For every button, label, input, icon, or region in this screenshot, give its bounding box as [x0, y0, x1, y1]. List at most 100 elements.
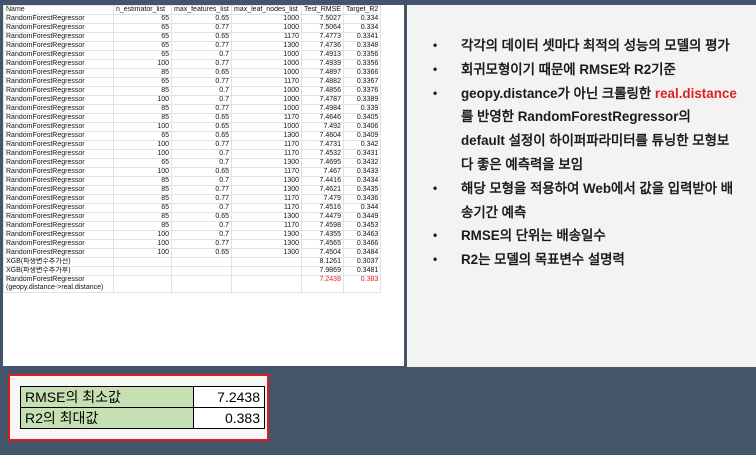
note-text: 회귀모형이기 때문에 RMSE와 R2기준 — [461, 61, 676, 77]
table-cell: 85 — [113, 176, 172, 186]
table-cell — [231, 257, 302, 267]
table-cell: RandomForestRegressor — [3, 14, 114, 24]
table-cell: RandomForestRegressor — [3, 122, 114, 132]
table-cell: 100 — [113, 239, 172, 249]
table-cell: 0.3409 — [342, 131, 382, 141]
table-cell: 0.7 — [171, 158, 232, 168]
table-cell: RandomForestRegressor — [3, 68, 114, 78]
table-row: RandomForestRegressor 85 0.65 1000 7.4897 0.3… — [3, 68, 382, 78]
table-cell: 7.4355 — [301, 230, 344, 240]
table-cell: RandomForestRegressor — [3, 140, 114, 150]
table-row: RandomForestRegressor 100 0.77 1170 7.4731 0.… — [3, 140, 382, 150]
note-text: R2는 모델의 목표변수 설명력 — [461, 252, 625, 268]
table-cell: 65 — [113, 158, 172, 168]
table-cell: 0.77 — [171, 41, 232, 51]
table-cell: 7.4565 — [301, 239, 344, 249]
table-cell: 0.3037 — [342, 257, 382, 267]
note-text: 를 반영한 RandomForestRegressor의 default 설정이… — [461, 109, 730, 172]
table-cell: RandomForestRegressor — [3, 230, 114, 240]
table-cell: RandomForestRegressor — [3, 239, 114, 249]
table-cell: 0.77 — [171, 239, 232, 249]
table-cell: 0.3406 — [342, 122, 382, 132]
table-cell: 0.7 — [171, 50, 232, 60]
table-cell: RandomForestRegressor — [3, 77, 114, 87]
table-cell: 65 — [113, 14, 172, 24]
table-row: RandomForestRegressor 85 0.65 1300 7.4479 0.3… — [3, 212, 382, 222]
table-cell — [113, 257, 172, 267]
table-cell: RandomForestRegressor — [3, 41, 114, 51]
header-n-estimator: n_estimator_list — [113, 5, 172, 15]
table-row: RandomForestRegressor 100 0.65 1300 7.4504 0.… — [3, 248, 382, 258]
table-cell: RandomForestRegressor — [3, 23, 114, 33]
table-cell: 0.3449 — [342, 212, 382, 222]
note-item: • 해당 모형을 적용하여 Web에서 값을 입력받아 배송기간 예측 — [433, 177, 738, 225]
table-cell: RandomForestRegressor — [3, 194, 114, 204]
table-row: RandomForestRegressor 85 0.77 1170 7.479 0.34… — [3, 194, 382, 204]
table-cell: 7.4897 — [301, 68, 344, 78]
header-test-rmse: Test_RMSE — [301, 5, 344, 15]
results-spreadsheet: Name n_estimator_list max_features_list … — [3, 5, 404, 366]
table-cell — [231, 275, 302, 293]
table-cell: 65 — [113, 203, 172, 213]
table-row: RandomForestRegressor 85 0.7 1170 7.4598 0.34… — [3, 221, 382, 231]
table-row: RandomForestRegressor 65 0.7 1170 7.4516 0.34… — [3, 203, 382, 213]
table-cell: 7.4604 — [301, 131, 344, 141]
table-cell: 0.3348 — [342, 41, 382, 51]
results-table: Name n_estimator_list max_features_list … — [3, 5, 382, 293]
table-cell: 0.7 — [171, 95, 232, 105]
table-cell: 7.4939 — [301, 59, 344, 69]
table-cell: 8.1261 — [301, 257, 344, 267]
table-cell: RandomForestRegressor — [3, 104, 114, 114]
bullet-icon: • — [433, 85, 438, 100]
table-cell: 0.65 — [171, 14, 232, 24]
table-cell: 0.3366 — [342, 68, 382, 78]
table-cell: 100 — [113, 149, 172, 159]
table-cell: RandomForestRegressor — [3, 59, 114, 69]
table-cell: 1170 — [231, 77, 302, 87]
header-max-leaf-nodes: max_leaf_nodes_list — [231, 5, 302, 15]
note-item: • RMSE의 단위는 배송일수 — [433, 224, 738, 248]
table-cell: 7.4532 — [301, 149, 344, 159]
table-cell: 1000 — [231, 122, 302, 132]
bullet-icon: • — [433, 38, 438, 52]
table-cell: 1300 — [231, 185, 302, 195]
table-cell — [171, 257, 232, 267]
table-row: RandomForestRegressor 85 0.77 1300 7.4621 0.3… — [3, 185, 382, 195]
table-cell: 0.334 — [342, 23, 382, 33]
table-cell: 0.77 — [171, 104, 232, 114]
table-row: RandomForestRegressor 65 0.77 1000 7.5064 0.3… — [3, 23, 382, 33]
table-cell: 1000 — [231, 68, 302, 78]
table-row: XGB(파생변수추가전) 8.1261 0.3037 — [3, 257, 382, 267]
table-row: RandomForestRegressor 100 0.65 1000 7.492 0.3… — [3, 122, 382, 132]
table-cell: 85 — [113, 104, 172, 114]
table-cell: 7.4882 — [301, 77, 344, 87]
table-cell: 7.4621 — [301, 185, 344, 195]
table-cell: XGB(파생변수추가전) — [3, 257, 114, 267]
notes-list: • 각각의 데이터 셋마다 최적의 성능의 모델의 평가 • 회귀모형이기 때문에 … — [407, 5, 756, 272]
table-cell: 0.77 — [171, 59, 232, 69]
table-cell: 0.3484 — [342, 248, 382, 258]
table-cell: 0.3436 — [342, 194, 382, 204]
table-cell: 1300 — [231, 239, 302, 249]
table-cell: 0.7 — [171, 230, 232, 240]
table-cell — [231, 266, 302, 276]
table-cell: RandomForestRegressor — [3, 86, 114, 96]
table-cell: 0.342 — [342, 140, 382, 150]
table-cell: 100 — [113, 248, 172, 258]
table-cell: 0.3466 — [342, 239, 382, 249]
table-cell: RandomForestRegressor — [3, 113, 114, 123]
table-cell: 0.77 — [171, 185, 232, 195]
table-cell: 85 — [113, 113, 172, 123]
table-cell: 7.4479 — [301, 212, 344, 222]
table-cell: 100 — [113, 140, 172, 150]
table-cell: 65 — [113, 131, 172, 141]
table-cell: 0.3405 — [342, 113, 382, 123]
table-cell: 0.3431 — [342, 149, 382, 159]
table-cell: RandomForestRegressor — [3, 50, 114, 60]
table-row: RandomForestRegressor 100 0.65 1170 7.467 0.3… — [3, 167, 382, 177]
table-cell: 0.3389 — [342, 95, 382, 105]
summary-row-rmse: RMSE의 최소값 7.2438 — [20, 386, 265, 408]
table-cell: 0.3434 — [342, 176, 382, 186]
table-cell: RandomForestRegressor — [3, 32, 114, 42]
table-cell: 65 — [113, 23, 172, 33]
